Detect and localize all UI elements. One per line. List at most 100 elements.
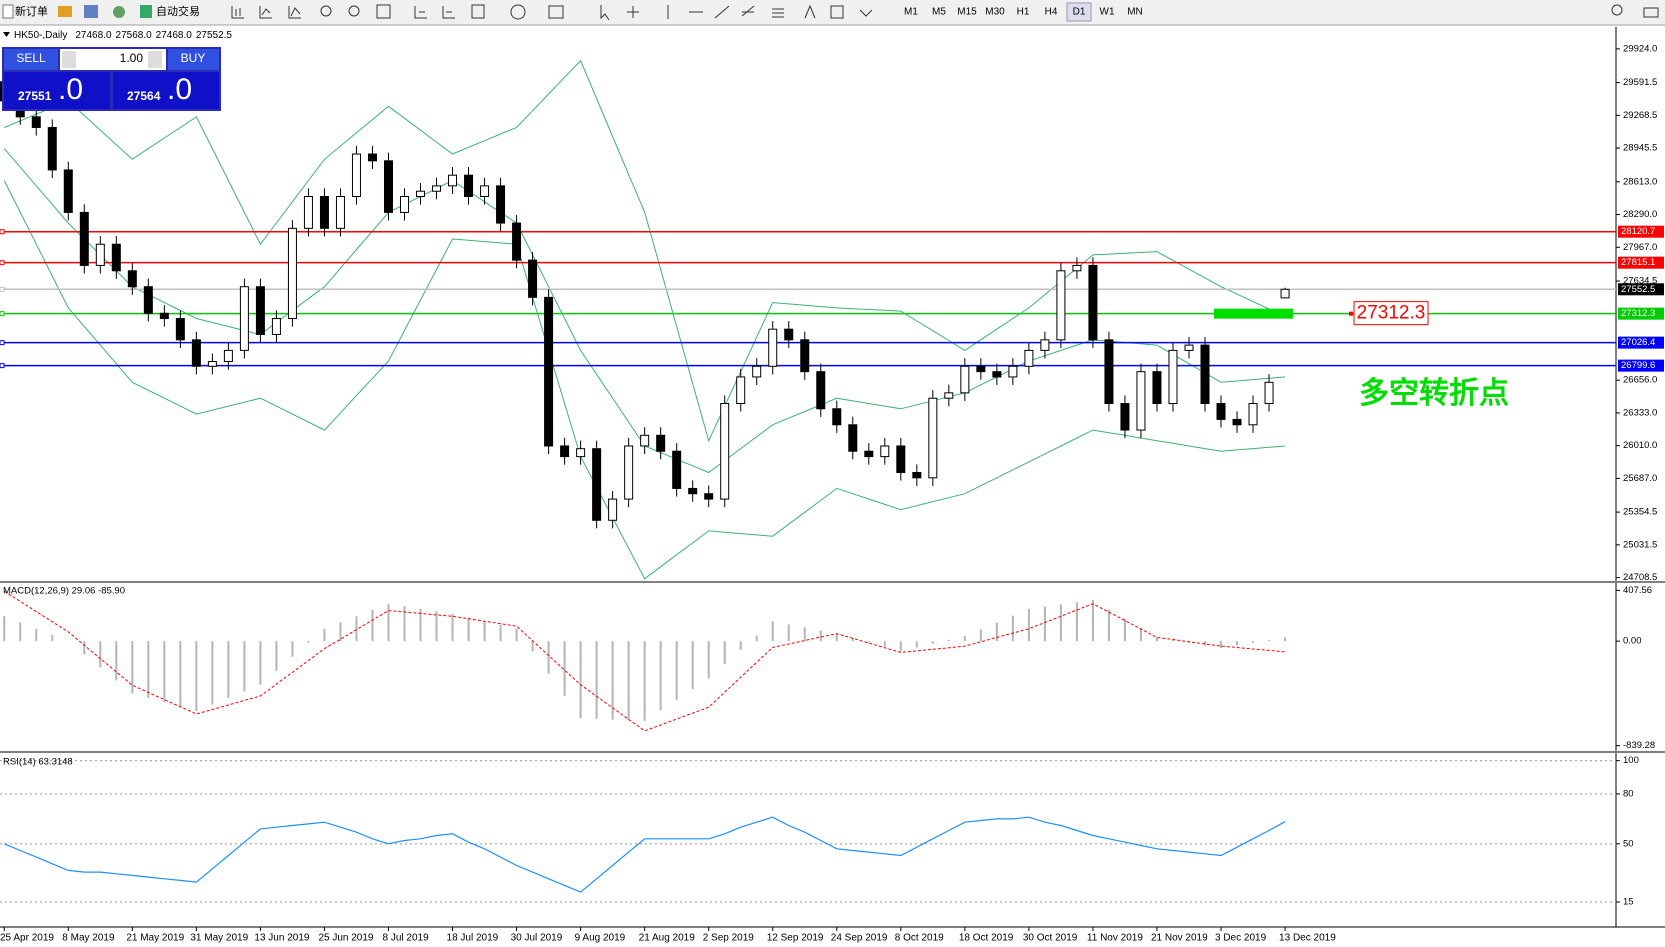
x-tick-label: 13 Jun 2019 bbox=[254, 933, 309, 944]
y-tick-label: 15 bbox=[1623, 897, 1634, 908]
price-label: 27312.3 bbox=[1621, 308, 1655, 319]
candle-body bbox=[303, 195, 313, 229]
candle-body bbox=[1152, 371, 1162, 404]
annotation-anchor bbox=[1349, 311, 1353, 316]
x-tick-label: 8 Oct 2019 bbox=[895, 933, 944, 944]
text-icon[interactable] bbox=[804, 4, 816, 19]
candle-body bbox=[1280, 288, 1290, 299]
candle-body bbox=[223, 349, 233, 363]
y-tick-label: 28290.0 bbox=[1623, 209, 1657, 220]
arrows-icon[interactable] bbox=[859, 9, 873, 17]
timeframe[interactable]: H4 bbox=[1045, 7, 1058, 18]
timeframe[interactable]: M30 bbox=[985, 7, 1005, 18]
toolbar bbox=[0, 0, 1665, 25]
new-order[interactable]: 新订单 bbox=[15, 4, 48, 18]
candle-body bbox=[400, 195, 409, 213]
x-tick-label: 31 May 2019 bbox=[190, 933, 248, 944]
bar-icon[interactable] bbox=[231, 6, 244, 19]
y-tick-label: -839.28 bbox=[1623, 740, 1655, 751]
y-tick-label: 29591.5 bbox=[1623, 77, 1657, 88]
y-tick-label: 50 bbox=[1623, 838, 1634, 849]
buy-price[interactable]: 27564 bbox=[127, 89, 161, 103]
line-icon[interactable] bbox=[288, 6, 301, 19]
trendline-icon[interactable] bbox=[714, 5, 730, 19]
sell-button[interactable] bbox=[4, 49, 58, 70]
candle-body bbox=[736, 376, 746, 404]
candle-body bbox=[976, 365, 986, 373]
timeframe[interactable]: MN bbox=[1127, 7, 1143, 18]
buy-button[interactable] bbox=[168, 49, 219, 70]
y-tick-label: 26010.0 bbox=[1623, 440, 1657, 451]
x-tick-label: 21 Nov 2019 bbox=[1151, 933, 1208, 944]
timeframe[interactable]: H1 bbox=[1017, 7, 1030, 18]
new-order-icon[interactable] bbox=[2, 4, 14, 19]
y-tick-label: 100 bbox=[1623, 755, 1639, 766]
y-tick-label: 25031.5 bbox=[1623, 539, 1657, 550]
candle-body bbox=[1248, 402, 1258, 426]
icon[interactable] bbox=[84, 5, 98, 18]
label-icon[interactable] bbox=[830, 5, 844, 19]
indicator-icon[interactable] bbox=[471, 4, 485, 19]
autoscroll-icon[interactable] bbox=[442, 6, 455, 19]
auto-trade-icon[interactable] bbox=[140, 5, 152, 18]
candle-body bbox=[1232, 418, 1242, 426]
sell-price[interactable]: 27551 bbox=[18, 89, 52, 103]
buy-price-box[interactable] bbox=[113, 72, 219, 109]
bollinger-band bbox=[3, 180, 1286, 580]
channel-icon[interactable] bbox=[741, 5, 755, 17]
tile-icon[interactable] bbox=[376, 4, 391, 19]
timeframe[interactable]: D1 bbox=[1073, 7, 1086, 18]
header-price: 27568.0 bbox=[116, 30, 153, 41]
buy-label[interactable]: BUY bbox=[181, 51, 206, 65]
sell-price-box[interactable] bbox=[4, 72, 110, 109]
x-tick-label: 3 Dec 2019 bbox=[1215, 933, 1267, 944]
price-label-bg bbox=[1618, 307, 1664, 320]
candle-body bbox=[656, 434, 666, 452]
zoom-out[interactable] bbox=[348, 5, 360, 17]
shift-icon[interactable] bbox=[414, 6, 427, 19]
zoom-in[interactable] bbox=[320, 5, 332, 17]
search-icon[interactable] bbox=[1611, 4, 1623, 16]
candle-body bbox=[335, 195, 345, 229]
period-icon[interactable] bbox=[510, 4, 526, 20]
icon[interactable] bbox=[113, 6, 125, 18]
timeframe[interactable]: M5 bbox=[932, 7, 946, 18]
candle-icon[interactable] bbox=[259, 6, 272, 19]
buy-price-fraction[interactable]: .0 bbox=[167, 73, 192, 106]
y-tick-label: 27634.5 bbox=[1623, 276, 1657, 287]
candle-body bbox=[1184, 344, 1194, 351]
auto-trade[interactable]: 自动交易 bbox=[156, 4, 200, 18]
cursor-icon[interactable] bbox=[600, 5, 610, 21]
lots-down[interactable] bbox=[62, 51, 76, 68]
crosshair-icon[interactable] bbox=[627, 6, 639, 18]
candle-body bbox=[79, 211, 89, 266]
price-label-bg bbox=[1618, 256, 1664, 269]
x-tick-label: 25 Jun 2019 bbox=[318, 933, 373, 944]
annotation-box bbox=[1353, 301, 1429, 326]
price-label: 27552.5 bbox=[1621, 284, 1655, 295]
macd-signal bbox=[4, 590, 1286, 732]
icon[interactable] bbox=[58, 6, 72, 17]
candle-body bbox=[207, 361, 217, 367]
lots-input[interactable] bbox=[60, 49, 166, 70]
x-tick-label: 8 May 2019 bbox=[62, 933, 115, 944]
template-icon[interactable] bbox=[548, 5, 564, 19]
fibo-icon[interactable] bbox=[772, 8, 784, 18]
candle-body bbox=[864, 450, 874, 458]
chat-icon[interactable] bbox=[1643, 7, 1659, 18]
timeframe[interactable]: M1 bbox=[904, 7, 918, 18]
symbol-header: HK50-,Daily 27468.0 27568.0 27468.0 27552.5 bbox=[14, 30, 232, 41]
candle-body bbox=[111, 243, 121, 272]
timeframe[interactable]: M15 bbox=[957, 7, 977, 18]
sell-label[interactable]: SELL bbox=[16, 51, 46, 65]
horizontal-line-handle bbox=[0, 340, 5, 346]
timeframe[interactable]: W1 bbox=[1100, 7, 1115, 18]
candle-body bbox=[464, 174, 474, 197]
sell-price-fraction[interactable]: .0 bbox=[58, 73, 83, 106]
active-timeframe[interactable] bbox=[1066, 2, 1092, 22]
candle-body bbox=[528, 259, 538, 298]
candle-body bbox=[784, 328, 794, 341]
lots-up[interactable] bbox=[148, 51, 162, 68]
candle-body bbox=[1120, 402, 1130, 431]
lots[interactable]: 1.00 bbox=[120, 51, 144, 65]
